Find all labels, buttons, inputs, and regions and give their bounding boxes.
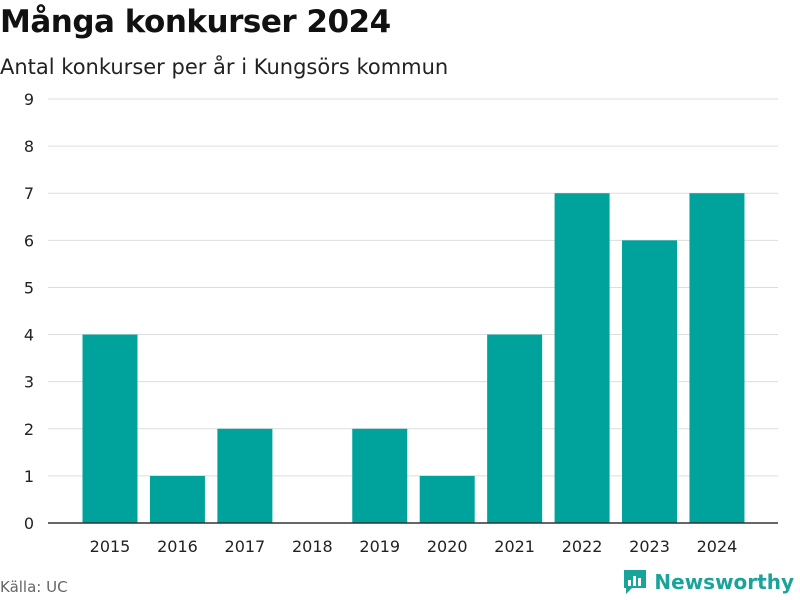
bar-2022 bbox=[554, 193, 610, 523]
y-tick-label: 8 bbox=[24, 137, 34, 156]
brand-name: Newsworthy bbox=[654, 570, 794, 594]
y-tick-label: 0 bbox=[24, 514, 34, 533]
y-tick-label: 4 bbox=[24, 326, 34, 345]
bar-2016 bbox=[149, 475, 205, 523]
y-tick-label: 5 bbox=[24, 278, 34, 297]
y-tick-label: 9 bbox=[24, 90, 34, 109]
y-tick-label: 3 bbox=[24, 373, 34, 392]
bar-2021 bbox=[487, 334, 543, 523]
x-tick-label: 2015 bbox=[90, 537, 131, 556]
bar-2019 bbox=[352, 428, 408, 523]
x-axis-ticks: 2015 2016 2017 2018 2019 2020 2021 2022 2023 2024 bbox=[90, 537, 738, 556]
y-tick-label: 6 bbox=[24, 231, 34, 250]
x-tick-label: 2016 bbox=[157, 537, 198, 556]
bar-2023 bbox=[622, 240, 678, 524]
bar-2020 bbox=[419, 475, 475, 523]
y-tick-label: 2 bbox=[24, 420, 34, 439]
bar-2017 bbox=[217, 428, 273, 523]
bar-2024 bbox=[689, 193, 745, 523]
y-axis-ticks: 0 1 2 3 4 5 6 7 8 9 bbox=[24, 90, 34, 533]
x-tick-label: 2020 bbox=[427, 537, 468, 556]
newsworthy-logo-icon bbox=[624, 570, 647, 594]
bar-2015 bbox=[82, 334, 138, 523]
chart-subtitle: Antal konkurser per år i Kungsörs kommun bbox=[0, 55, 449, 79]
x-tick-label: 2021 bbox=[494, 537, 535, 556]
x-tick-label: 2022 bbox=[562, 537, 603, 556]
source-note: Källa: UC bbox=[0, 578, 68, 596]
x-tick-label: 2019 bbox=[359, 537, 400, 556]
y-tick-label: 1 bbox=[24, 467, 34, 486]
x-tick-label: 2024 bbox=[697, 537, 738, 556]
x-tick-label: 2023 bbox=[629, 537, 670, 556]
chart-title: Många konkurser 2024 bbox=[0, 4, 391, 40]
bars bbox=[82, 193, 745, 524]
y-tick-label: 7 bbox=[24, 184, 34, 203]
x-tick-label: 2018 bbox=[292, 537, 333, 556]
brand-logo: Newsworthy bbox=[622, 568, 794, 596]
x-tick-label: 2017 bbox=[225, 537, 266, 556]
